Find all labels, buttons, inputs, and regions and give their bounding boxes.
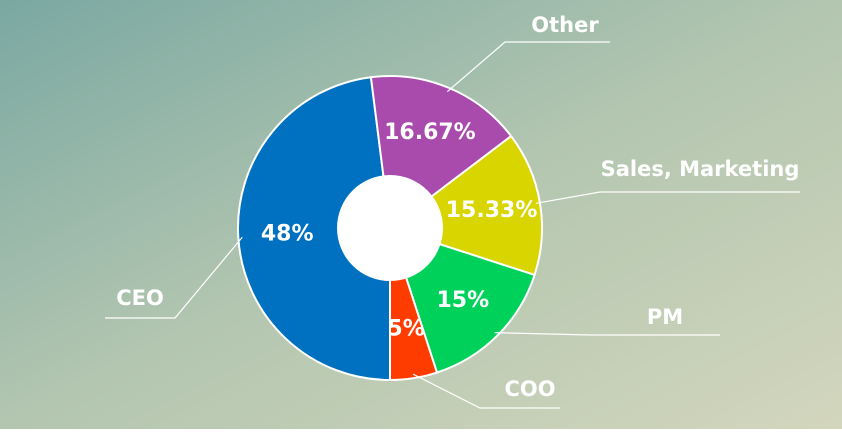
value-label: 15% <box>436 288 489 313</box>
category-label: CEO <box>116 286 164 310</box>
category-label: Sales, Marketing <box>601 157 800 181</box>
value-label: 5% <box>387 317 424 342</box>
slice <box>237 76 391 382</box>
category-label: COO <box>504 377 555 401</box>
leader-line <box>535 191 800 204</box>
category-label: Other <box>531 13 599 37</box>
leader-line <box>446 41 610 93</box>
plot: 48% CEO 16.67% Other 15.33% Sales, Marketing 1… <box>105 13 800 409</box>
leader-line <box>105 236 243 319</box>
value-label: 48% <box>261 221 314 246</box>
donut-hole <box>337 175 443 281</box>
leader-line <box>412 373 560 409</box>
value-label: 16.67% <box>384 120 476 145</box>
leader-line <box>494 332 720 336</box>
category-label: PM <box>647 305 683 329</box>
value-label: 15.33% <box>446 198 538 223</box>
